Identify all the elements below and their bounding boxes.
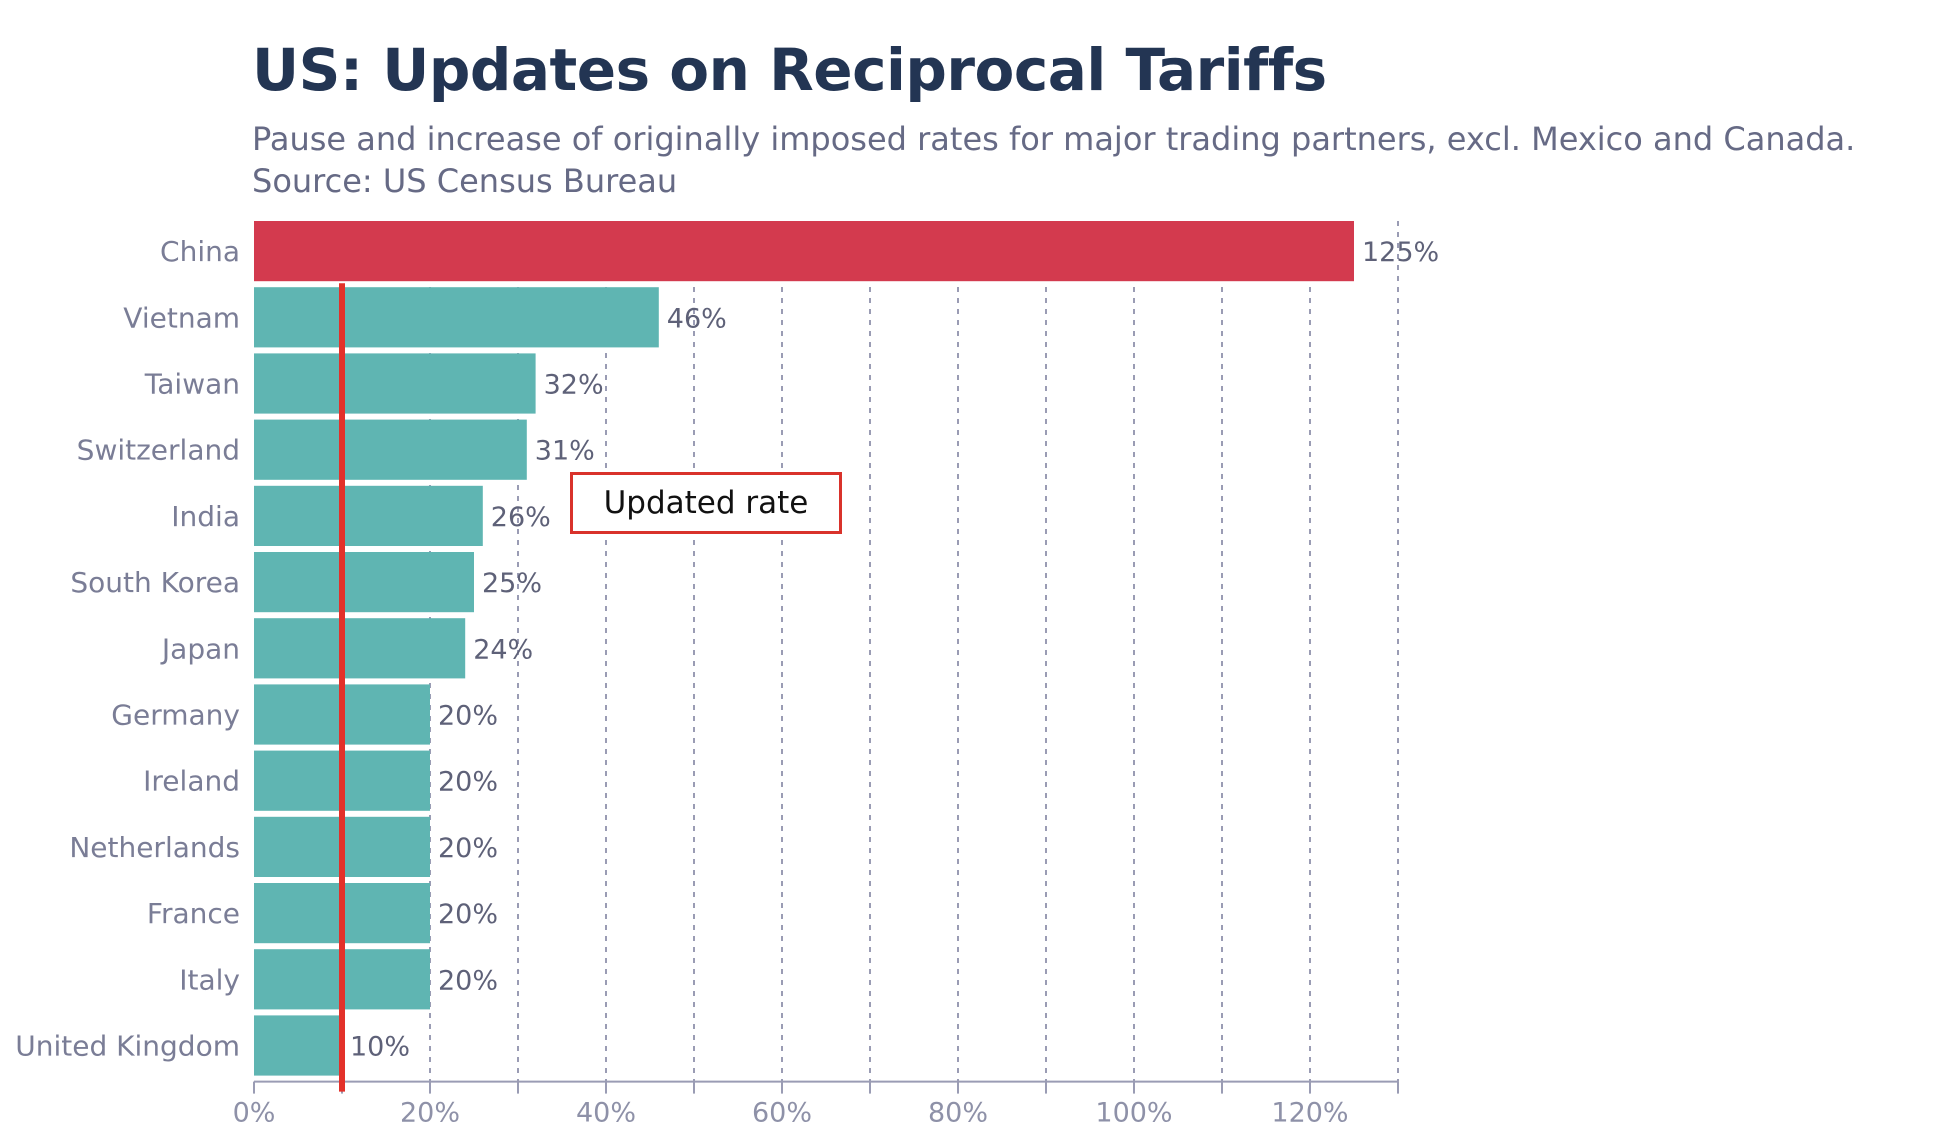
chart-title: US: Updates on Reciprocal Tariffs: [252, 36, 1327, 104]
category-label: Italy: [179, 963, 240, 996]
category-label: Switzerland: [77, 434, 240, 467]
value-label: 46%: [667, 303, 727, 334]
category-label: France: [147, 897, 240, 930]
bar-india: [254, 485, 483, 546]
category-label: United Kingdom: [15, 1030, 240, 1063]
value-label: 24%: [473, 634, 533, 665]
value-label: 10%: [350, 1032, 410, 1063]
x-tick-label: 0%: [233, 1098, 276, 1129]
bar-china: [254, 221, 1354, 282]
chart-subtitle: Pause and increase of originally imposed…: [252, 118, 1855, 202]
x-tick-label: 120%: [1271, 1098, 1348, 1129]
category-label: Ireland: [143, 765, 240, 798]
bars: China 125% Vietnam 46% Taiwan 32% Switzerland 3…: [15, 221, 1439, 1076]
value-label: 20%: [438, 833, 498, 864]
category-label: Japan: [160, 632, 240, 665]
bar-taiwan: [254, 353, 536, 414]
category-label: South Korea: [70, 566, 240, 599]
bar-switzerland: [254, 419, 527, 480]
value-label: 26%: [491, 502, 551, 533]
bar-vietnam: [254, 287, 659, 348]
x-axis: 0% 20% 40% 60% 80% 100% 120%: [233, 1080, 1399, 1129]
category-label: Vietnam: [123, 301, 240, 334]
value-label: 20%: [438, 899, 498, 930]
value-label: 32%: [544, 370, 604, 401]
value-label: 125%: [1362, 237, 1439, 268]
bar-japan: [254, 618, 466, 679]
x-tick-label: 100%: [1095, 1098, 1172, 1129]
category-label: China: [160, 235, 240, 268]
annotation-box: Updated rate: [570, 472, 842, 534]
x-tick-label: 60%: [752, 1098, 812, 1129]
bar-south-korea: [254, 552, 474, 613]
x-tick-label: 40%: [576, 1098, 636, 1129]
category-label: Germany: [111, 699, 240, 732]
value-label: 25%: [482, 568, 542, 599]
category-label: Taiwan: [144, 368, 240, 401]
x-tick-label: 80%: [928, 1098, 988, 1129]
subtitle-line: Pause and increase of originally imposed…: [252, 120, 1856, 158]
value-label: 20%: [438, 701, 498, 732]
category-label: Netherlands: [69, 831, 240, 864]
value-label: 20%: [438, 965, 498, 996]
value-label: 31%: [535, 436, 595, 467]
category-label: India: [171, 500, 240, 533]
source-line: Source: US Census Bureau: [252, 162, 678, 200]
x-tick-label: 20%: [400, 1098, 460, 1129]
bar-united-kingdom: [254, 1015, 342, 1076]
value-label: 20%: [438, 767, 498, 798]
